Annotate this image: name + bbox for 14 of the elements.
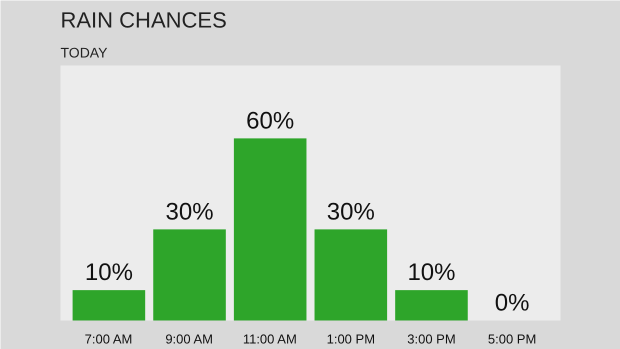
x-tick-label: 11:00 AM bbox=[242, 332, 297, 346]
data-label: 60% bbox=[246, 107, 294, 134]
chart-title: RAIN CHANCES bbox=[60, 8, 227, 32]
data-label: 10% bbox=[407, 259, 456, 286]
x-tick-label: 5:00 PM bbox=[488, 332, 536, 346]
data-label: 30% bbox=[326, 198, 375, 226]
x-tick-label: 3:00 PM bbox=[407, 332, 456, 346]
data-label: 30% bbox=[166, 198, 214, 226]
x-tick-label: 1:00 PM bbox=[326, 332, 376, 346]
x-tick-label: 7:00 AM bbox=[84, 332, 132, 346]
chart-subtitle: TODAY bbox=[60, 44, 108, 60]
x-tick-label: 9:00 AM bbox=[165, 332, 214, 346]
data-label: 10% bbox=[84, 259, 133, 286]
data-label: 0% bbox=[494, 290, 530, 316]
